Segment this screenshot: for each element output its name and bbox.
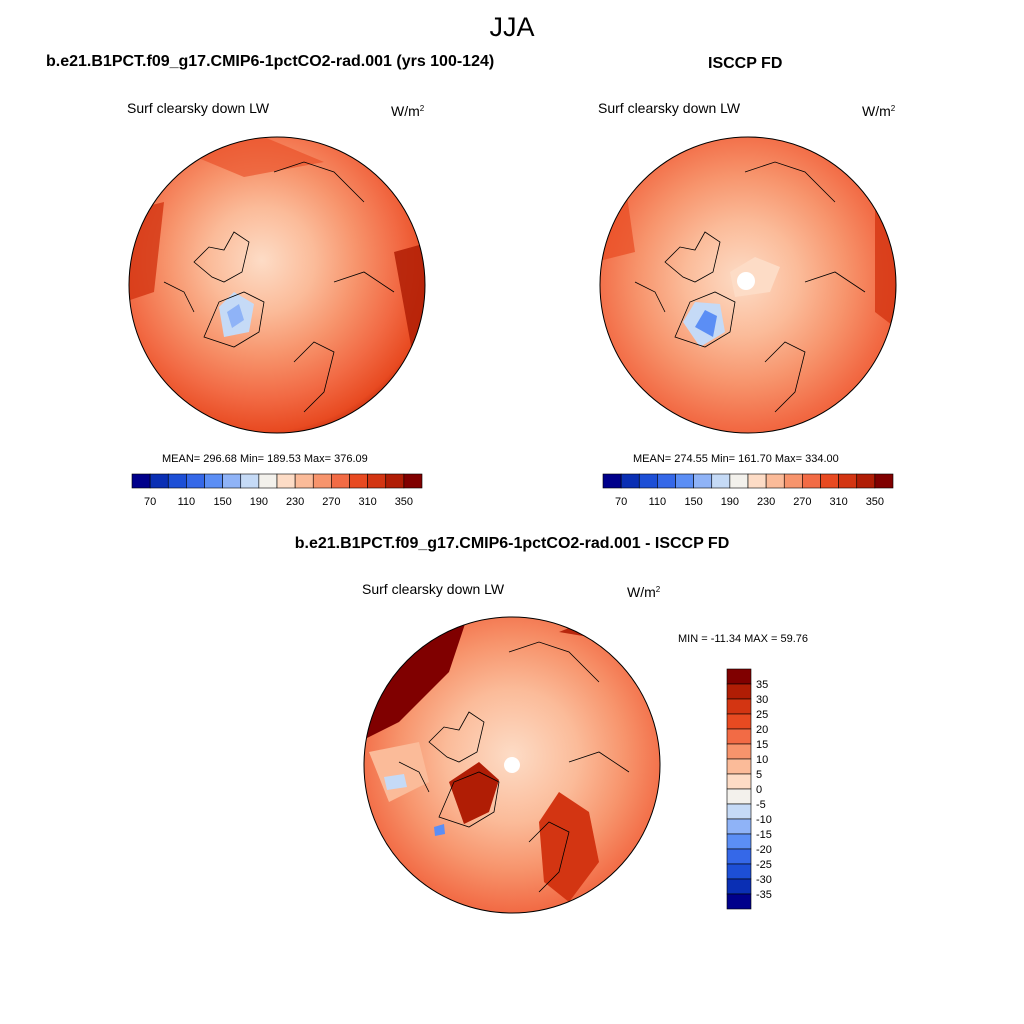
colorbar-label: 310	[829, 496, 847, 508]
colorbar-cell	[726, 683, 752, 700]
colorbar-cell	[186, 473, 205, 489]
panel3-title: b.e21.B1PCT.f09_g17.CMIP6-1pctCO2-rad.00…	[294, 535, 730, 552]
colorbar-cell	[820, 473, 839, 489]
colorbar-label: 310	[358, 496, 376, 508]
colorbar-label: 190	[721, 496, 739, 508]
panel1-variable-label: Surf clearsky down LW	[127, 100, 270, 116]
panel1-stats: MEAN= 296.68 Min= 189.53 Max= 376.09	[162, 453, 368, 465]
colorbar-label: 110	[649, 496, 667, 508]
colorbar-label: 270	[793, 496, 811, 508]
colorbar-cell	[747, 473, 767, 489]
colorbar-cell	[711, 473, 731, 489]
panel3-stats: MIN = -11.34 MAX = 59.76	[678, 633, 809, 645]
colorbar-cell	[783, 473, 803, 489]
colorbar-cell	[167, 473, 187, 489]
colorbar-label: 350	[395, 496, 413, 508]
colorbar-cell	[258, 473, 278, 489]
panel3-units: W/m2	[627, 584, 661, 600]
colorbar-label: -10	[756, 814, 772, 826]
colorbar-cell	[276, 473, 296, 489]
colorbar-cell	[726, 863, 752, 880]
panel2-stats: MEAN= 274.55 Min= 161.70 Max= 334.00	[633, 453, 839, 465]
colorbar-label: 110	[178, 496, 196, 508]
colorbar-cell	[620, 473, 640, 489]
colorbar-label: 270	[322, 496, 340, 508]
panel2-units: W/m2	[862, 103, 896, 119]
colorbar-cell	[294, 473, 314, 489]
colorbar-cell	[729, 473, 749, 489]
panel1-units: W/m2	[391, 103, 425, 119]
season-title: JJA	[489, 12, 535, 42]
panel2-variable-label: Surf clearsky down LW	[598, 100, 741, 116]
colorbar-cell	[312, 473, 332, 489]
colorbar-cell	[726, 728, 752, 745]
colorbar-label: -30	[756, 874, 772, 886]
colorbar-cell	[726, 758, 752, 775]
panel1-colorbar: 70 110 150 190 230 270 310 350	[131, 473, 423, 508]
colorbar-label: 70	[615, 496, 627, 508]
colorbar-cell	[726, 713, 752, 730]
colorbar-cell	[204, 473, 223, 489]
colorbar-label: 350	[866, 496, 884, 508]
panel1-polar-map	[128, 136, 426, 434]
colorbar-cell	[367, 473, 387, 489]
colorbar-label: -35	[756, 889, 772, 901]
colorbar-label: 20	[756, 724, 768, 736]
colorbar-label: 0	[756, 784, 762, 796]
colorbar-cell	[149, 473, 169, 489]
colorbar-label: 150	[213, 496, 231, 508]
colorbar-cell	[726, 788, 752, 805]
colorbar-cell	[331, 473, 350, 489]
colorbar-cell	[726, 818, 752, 835]
colorbar-label: 230	[286, 496, 304, 508]
colorbar-cell	[349, 473, 368, 489]
colorbar-cell	[726, 833, 752, 850]
colorbar-cell	[602, 473, 622, 489]
colorbar-label: 230	[757, 496, 775, 508]
panel2-title: ISCCP FD	[708, 55, 783, 72]
colorbar-label: 35	[756, 679, 768, 691]
colorbar-cell	[726, 743, 752, 760]
colorbar-cell	[222, 473, 242, 489]
colorbar-label: 70	[144, 496, 156, 508]
colorbar-cell	[403, 473, 423, 489]
colorbar-cell	[726, 878, 752, 895]
colorbar-label: -20	[756, 844, 772, 856]
colorbar-cell	[638, 473, 658, 489]
colorbar-cell	[726, 773, 752, 790]
panel3-polar-map	[363, 616, 661, 914]
colorbar-label: 30	[756, 694, 768, 706]
colorbar-cell	[874, 473, 894, 489]
colorbar-label: -15	[756, 829, 772, 841]
panel3-colorbar: 35 30 25 20 15 10 5 0 -5 -10 -15 -20 -25 -30 -35	[726, 668, 772, 910]
colorbar-cell	[802, 473, 821, 489]
colorbar-label: 150	[684, 496, 702, 508]
colorbar-label: -25	[756, 859, 772, 871]
colorbar-cell	[693, 473, 713, 489]
colorbar-label: 15	[756, 739, 768, 751]
panel3-variable-label: Surf clearsky down LW	[362, 581, 505, 597]
colorbar-cell	[856, 473, 876, 489]
panel2-colorbar: 70 110 150 190 230 270 310 350	[602, 473, 894, 508]
colorbar-cell	[726, 893, 752, 910]
colorbar-cell	[726, 698, 752, 715]
colorbar-cell	[726, 848, 752, 865]
colorbar-cell	[838, 473, 858, 489]
colorbar-cell	[765, 473, 785, 489]
panel2-polar-map	[599, 136, 897, 434]
colorbar-label: 10	[756, 754, 768, 766]
colorbar-label: 5	[756, 769, 762, 781]
colorbar-label: 25	[756, 709, 768, 721]
colorbar-cell	[657, 473, 676, 489]
colorbar-cell	[385, 473, 405, 489]
colorbar-cell	[726, 803, 752, 820]
colorbar-cell	[675, 473, 694, 489]
colorbar-cell	[131, 473, 151, 489]
colorbar-cell	[726, 668, 752, 685]
colorbar-cell	[240, 473, 260, 489]
colorbar-label: -5	[756, 799, 766, 811]
colorbar-label: 190	[250, 496, 268, 508]
panel1-title: b.e21.B1PCT.f09_g17.CMIP6-1pctCO2-rad.00…	[46, 53, 495, 70]
